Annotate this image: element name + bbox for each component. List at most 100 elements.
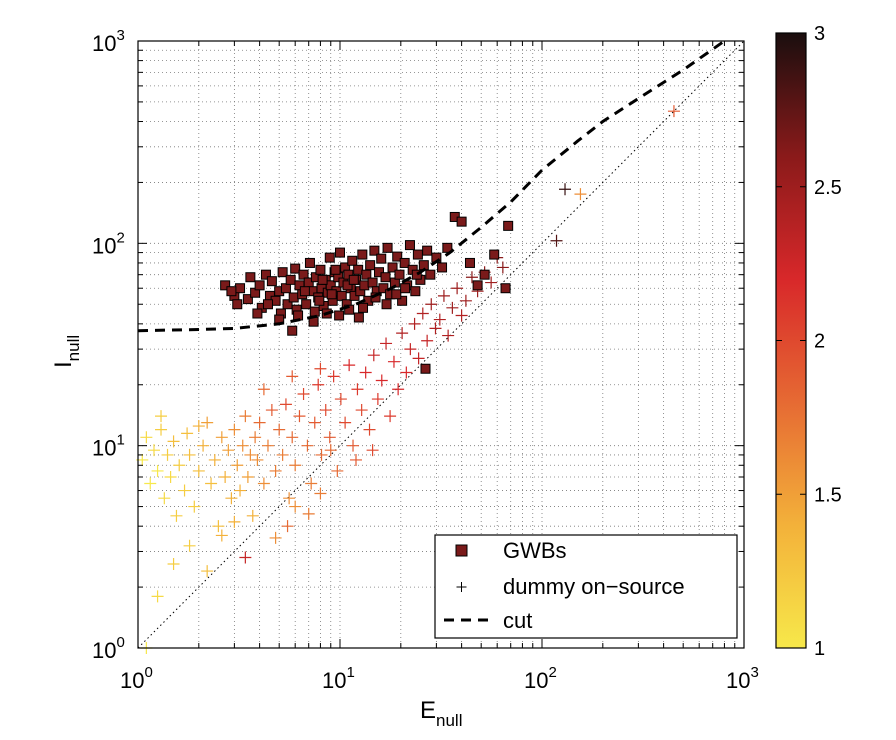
dummy-point <box>164 471 177 484</box>
legend-gwbs-marker <box>455 544 468 557</box>
cut-line <box>137 39 726 333</box>
dummy-point <box>253 416 266 429</box>
gwb-point <box>226 286 237 297</box>
gwb-point <box>353 312 364 323</box>
legend-gwbs-label: GWBs <box>503 538 567 563</box>
gwb-point <box>317 274 328 285</box>
dummy-point <box>412 352 425 365</box>
gwb-point <box>370 292 381 303</box>
dummy-point <box>323 431 336 444</box>
gwb-point <box>411 269 422 280</box>
dummy-point <box>301 439 314 452</box>
dummy-point <box>442 329 455 342</box>
gwb-point <box>235 283 246 294</box>
dummy-point <box>425 298 438 311</box>
gwb-point <box>309 306 320 317</box>
gwb-point <box>357 249 368 260</box>
gwb-point <box>262 299 273 310</box>
gwb-point <box>369 245 380 256</box>
gwb-point <box>376 253 387 264</box>
dummy-point <box>167 435 180 448</box>
dummy-point <box>228 423 241 436</box>
dummy-point <box>343 359 356 372</box>
gwb-point <box>392 251 403 262</box>
dummy-point <box>173 459 186 472</box>
dummy-point <box>289 500 302 513</box>
dummy-point <box>459 294 472 307</box>
dummy-point <box>197 439 210 452</box>
dummy-point <box>297 388 310 401</box>
x-tick-labels: 100 101 102 103 <box>120 664 759 693</box>
y-tick-labels: 100 101 102 103 <box>92 27 125 663</box>
x-tick-label: 100 <box>120 664 153 693</box>
dummy-point <box>485 276 498 289</box>
gwb-point <box>242 294 253 305</box>
gwb-point <box>245 272 256 283</box>
dummy-point <box>559 183 572 196</box>
dummy-point <box>308 416 321 429</box>
dummy-point <box>244 448 257 461</box>
dummy-point <box>667 105 680 118</box>
dummy-point <box>225 492 238 505</box>
gwb-point <box>472 280 483 291</box>
gwb-point <box>277 267 288 278</box>
gwb-point <box>359 280 370 291</box>
dummy-point <box>396 327 409 340</box>
dummy-point <box>433 313 446 326</box>
dummy-point <box>455 309 468 322</box>
dummy-point <box>339 416 352 429</box>
colorbar-tick-label: 1.5 <box>814 484 842 506</box>
gwb-point <box>353 264 364 275</box>
dummy-point <box>302 507 315 520</box>
dummy-point <box>155 423 168 436</box>
gwb-point <box>479 269 490 280</box>
dummy-point <box>257 477 270 490</box>
gwb-point <box>394 269 405 280</box>
dummy-point <box>363 423 376 436</box>
dummy-point <box>400 366 413 379</box>
x-tick-label: 101 <box>322 664 355 693</box>
dummy-point <box>289 459 302 472</box>
x-tick-label: 103 <box>726 664 759 693</box>
dummy-point <box>347 439 360 452</box>
dummy-point <box>228 515 241 528</box>
dummy-point <box>375 374 388 387</box>
dummy-point <box>314 487 327 500</box>
legend-cut-label: cut <box>503 608 532 633</box>
dummy-point <box>446 301 459 314</box>
gwb-point <box>254 280 265 291</box>
dummy-point <box>451 282 464 295</box>
dummy-point <box>239 551 252 564</box>
plot-frame <box>137 40 745 649</box>
gwb-point <box>324 252 335 263</box>
legend-dummy-label: dummy on−source <box>503 574 685 599</box>
dummy-point <box>192 464 205 477</box>
dummy-point <box>239 410 252 423</box>
dummy-point <box>234 484 247 497</box>
dummy-point <box>155 410 168 423</box>
gwb-point <box>387 262 398 273</box>
gwb-point <box>336 290 347 301</box>
gwb-point <box>391 289 402 300</box>
gwb-point <box>380 272 391 283</box>
gwb-point <box>456 216 467 227</box>
dummy-point <box>236 439 249 452</box>
gwb-point <box>252 308 263 319</box>
gwb-point <box>342 280 353 291</box>
dummy-point <box>416 307 429 320</box>
gwb-point <box>326 289 337 300</box>
y-tick-label: 100 <box>92 634 125 663</box>
y-axis-label: Inull <box>50 335 83 368</box>
dummy-point <box>219 471 232 484</box>
dummy-point <box>380 337 393 350</box>
dummy-point <box>279 398 292 411</box>
gwb-point <box>343 269 354 280</box>
gwb-point <box>288 292 299 303</box>
dummy-point <box>305 477 318 490</box>
y-tick-label: 102 <box>92 229 125 258</box>
dummy-point <box>334 393 347 406</box>
colorbar-tick-label: 3 <box>814 23 825 45</box>
colorbar-ticks: 1 1.5 2 2.5 3 <box>776 23 842 660</box>
gwb-point <box>282 299 293 310</box>
gwb-point <box>220 280 231 291</box>
